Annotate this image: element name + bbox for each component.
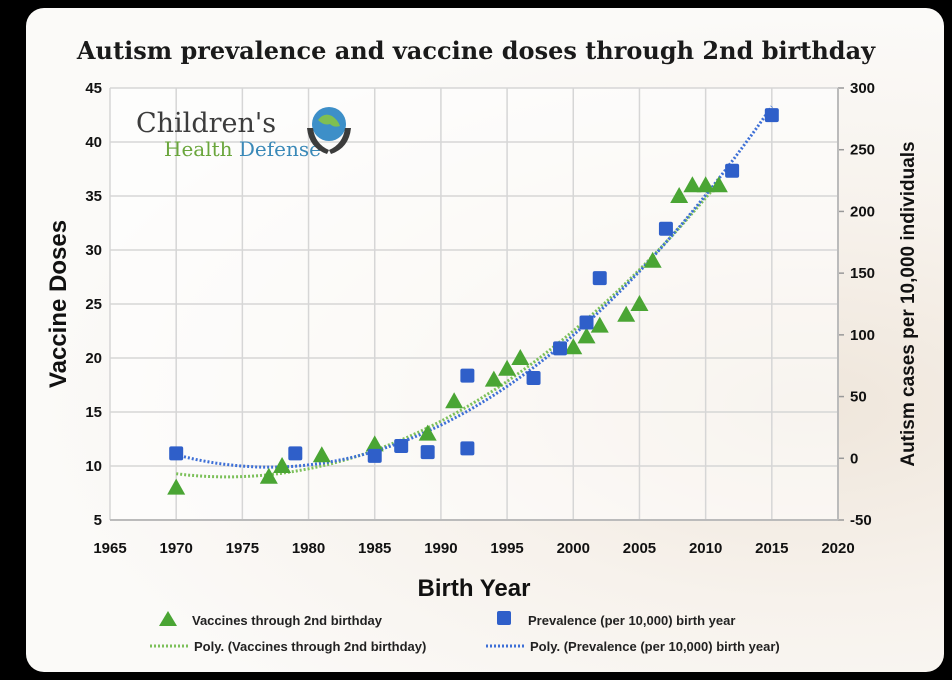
prevalence-point — [420, 445, 435, 460]
legend-square-marker — [497, 611, 511, 625]
globe-hands-icon — [307, 107, 351, 154]
vaccine-point — [630, 295, 649, 311]
chart-title: Autism prevalence and vaccine doses thro… — [76, 36, 876, 65]
y2-tick-label: 150 — [850, 265, 875, 282]
vaccine-point — [564, 338, 583, 355]
legend-item-series-1: Prevalence (per 10,000) birth year — [497, 611, 735, 628]
x-tick-label: 2010 — [689, 540, 722, 557]
prevalence-point — [526, 371, 541, 386]
prevalence-point — [658, 221, 673, 236]
x-tick-label: 1970 — [159, 540, 192, 557]
y2-tick-label: 200 — [850, 203, 875, 220]
y-axis-label: Vaccine Doses — [45, 220, 72, 388]
legend-item-trend-1: Poly. (Prevalence (per 10,000) birth yea… — [486, 639, 780, 654]
x-axis-label: Birth Year — [418, 575, 531, 602]
x-tick-label: 2015 — [755, 540, 788, 557]
y-tick-label: 40 — [85, 134, 102, 151]
x-tick-label: 1975 — [226, 540, 259, 557]
x-tick-label: 1965 — [93, 540, 126, 557]
vaccine-point — [167, 478, 186, 495]
legend-label: Vaccines through 2nd birthday — [192, 613, 383, 628]
y2-tick-label: 100 — [850, 327, 875, 344]
y-tick-label: 10 — [85, 458, 102, 475]
prevalence-point — [579, 315, 594, 330]
x-tick-label: 2020 — [821, 540, 854, 557]
logo-line2: Health Defense — [164, 137, 321, 161]
y-tick-label: 25 — [85, 296, 102, 313]
vaccine-point — [365, 435, 384, 452]
vaccine-point — [312, 446, 331, 463]
x-tick-label: 1995 — [490, 540, 523, 557]
vaccine-point — [643, 251, 662, 268]
x-tick-label: 1980 — [292, 540, 325, 557]
x-tick-label: 2005 — [623, 540, 656, 557]
vaccine-point — [696, 176, 715, 193]
x-tick-label: 2000 — [557, 540, 590, 557]
vaccine-point — [577, 327, 596, 344]
vaccine-point — [590, 316, 609, 333]
prevalence-point — [394, 438, 409, 453]
vaccine-point — [511, 349, 530, 365]
y2-axis-label: Autism cases per 10,000 individuals — [898, 141, 919, 466]
legend-item-series-0: Vaccines through 2nd birthday — [159, 611, 383, 628]
logo-health: Health — [164, 137, 233, 161]
vaccine-point — [259, 467, 278, 484]
vaccine-point — [670, 187, 689, 203]
prevalence-point — [288, 446, 303, 461]
vaccine-point — [709, 176, 728, 193]
y2-tick-label: 300 — [850, 80, 875, 97]
prevalence-point — [592, 271, 607, 286]
prevalence-point — [367, 448, 382, 463]
trendline-1 — [175, 105, 774, 469]
x-tick-label: 1990 — [424, 540, 457, 557]
prevalence-point — [725, 163, 740, 178]
y-tick-label: 45 — [85, 80, 102, 97]
logo: Children's Health Defense — [136, 107, 351, 161]
prevalence-point — [460, 368, 475, 383]
y2-tick-label: 250 — [850, 142, 875, 159]
logo-line1: Children's — [136, 108, 277, 139]
y-tick-label: 20 — [85, 350, 102, 367]
vaccine-point — [273, 457, 292, 473]
y2-tick-label: -50 — [850, 512, 872, 529]
y-tick-label: 5 — [94, 512, 102, 529]
trendline-0 — [176, 181, 721, 479]
prevalence-point — [553, 341, 568, 356]
legend-label: Prevalence (per 10,000) birth year — [528, 613, 735, 628]
prevalence-point — [460, 441, 475, 456]
prevalence-point — [764, 108, 779, 123]
prevalence-point — [169, 446, 184, 461]
legend-label: Poly. (Vaccines through 2nd birthday) — [194, 639, 426, 654]
vaccine-point — [445, 392, 464, 409]
y-tick-label: 15 — [85, 404, 102, 421]
legend-item-trend-0: Poly. (Vaccines through 2nd birthday) — [150, 639, 426, 654]
y-tick-label: 35 — [85, 188, 102, 205]
y2-tick-label: 0 — [850, 450, 858, 467]
y2-tick-label: 50 — [850, 389, 867, 406]
vaccine-point — [484, 370, 503, 387]
logo-defense: Defense — [238, 137, 321, 161]
x-tick-label: 1985 — [358, 540, 391, 557]
vaccine-point — [418, 424, 437, 441]
vaccine-point — [683, 176, 702, 193]
vaccine-point — [498, 359, 517, 376]
y-tick-label: 30 — [85, 242, 102, 259]
legend-label: Poly. (Prevalence (per 10,000) birth yea… — [530, 639, 780, 654]
vaccine-point — [617, 305, 636, 322]
legend-triangle-marker — [159, 611, 177, 626]
